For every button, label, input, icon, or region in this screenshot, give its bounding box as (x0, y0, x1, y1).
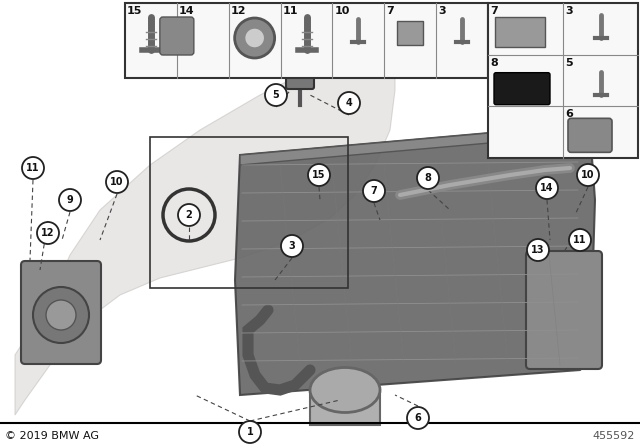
Text: 7: 7 (371, 186, 378, 196)
Text: 14: 14 (179, 6, 195, 16)
Circle shape (235, 18, 275, 58)
Text: 3: 3 (565, 6, 573, 16)
Text: 14: 14 (540, 183, 554, 193)
Text: 5: 5 (565, 58, 573, 68)
Circle shape (22, 157, 44, 179)
Text: 455592: 455592 (593, 431, 635, 441)
Text: 12: 12 (41, 228, 55, 238)
FancyBboxPatch shape (286, 65, 314, 89)
FancyBboxPatch shape (568, 118, 612, 152)
Circle shape (281, 235, 303, 257)
Circle shape (417, 167, 439, 189)
Circle shape (536, 177, 558, 199)
Circle shape (569, 229, 591, 251)
Text: 3: 3 (438, 6, 446, 16)
Polygon shape (15, 48, 395, 415)
Circle shape (239, 421, 261, 443)
Text: 10: 10 (335, 6, 350, 16)
Circle shape (59, 189, 81, 211)
FancyBboxPatch shape (397, 21, 423, 45)
Circle shape (244, 28, 265, 48)
Text: 8: 8 (424, 173, 431, 183)
Text: 10: 10 (581, 170, 595, 180)
Bar (125, 3, 488, 78)
Text: 13: 13 (531, 245, 545, 255)
Text: 7: 7 (490, 6, 498, 16)
Circle shape (308, 164, 330, 186)
Text: 11: 11 (283, 6, 298, 16)
Circle shape (46, 300, 76, 330)
Circle shape (407, 407, 429, 429)
Circle shape (106, 171, 128, 193)
Circle shape (338, 92, 360, 114)
FancyBboxPatch shape (160, 17, 194, 55)
Text: 4: 4 (346, 98, 353, 108)
Circle shape (577, 164, 599, 186)
Text: 10: 10 (110, 177, 124, 187)
Text: 1: 1 (246, 427, 253, 437)
Polygon shape (240, 125, 590, 165)
Text: 11: 11 (573, 235, 587, 245)
Text: 7: 7 (387, 6, 394, 16)
Text: 8: 8 (490, 58, 498, 68)
Text: 15: 15 (127, 6, 142, 16)
Bar (150, 137, 348, 288)
Text: 9: 9 (67, 195, 74, 205)
Bar (488, 3, 638, 158)
Text: 6: 6 (565, 109, 573, 119)
Text: 11: 11 (26, 163, 40, 173)
FancyBboxPatch shape (495, 17, 545, 47)
Circle shape (527, 239, 549, 261)
Text: 6: 6 (415, 413, 421, 423)
FancyBboxPatch shape (310, 390, 380, 425)
Text: 15: 15 (312, 170, 326, 180)
FancyBboxPatch shape (526, 251, 602, 369)
Polygon shape (235, 125, 595, 395)
Text: 2: 2 (186, 210, 193, 220)
Circle shape (178, 204, 200, 226)
Text: 12: 12 (230, 6, 246, 16)
Text: 5: 5 (273, 90, 280, 100)
Circle shape (33, 287, 89, 343)
Text: 3: 3 (289, 241, 296, 251)
Text: © 2019 BMW AG: © 2019 BMW AG (5, 431, 99, 441)
FancyBboxPatch shape (494, 73, 550, 105)
Ellipse shape (310, 367, 380, 413)
Circle shape (363, 180, 385, 202)
Circle shape (265, 84, 287, 106)
Circle shape (37, 222, 59, 244)
FancyBboxPatch shape (21, 261, 101, 364)
